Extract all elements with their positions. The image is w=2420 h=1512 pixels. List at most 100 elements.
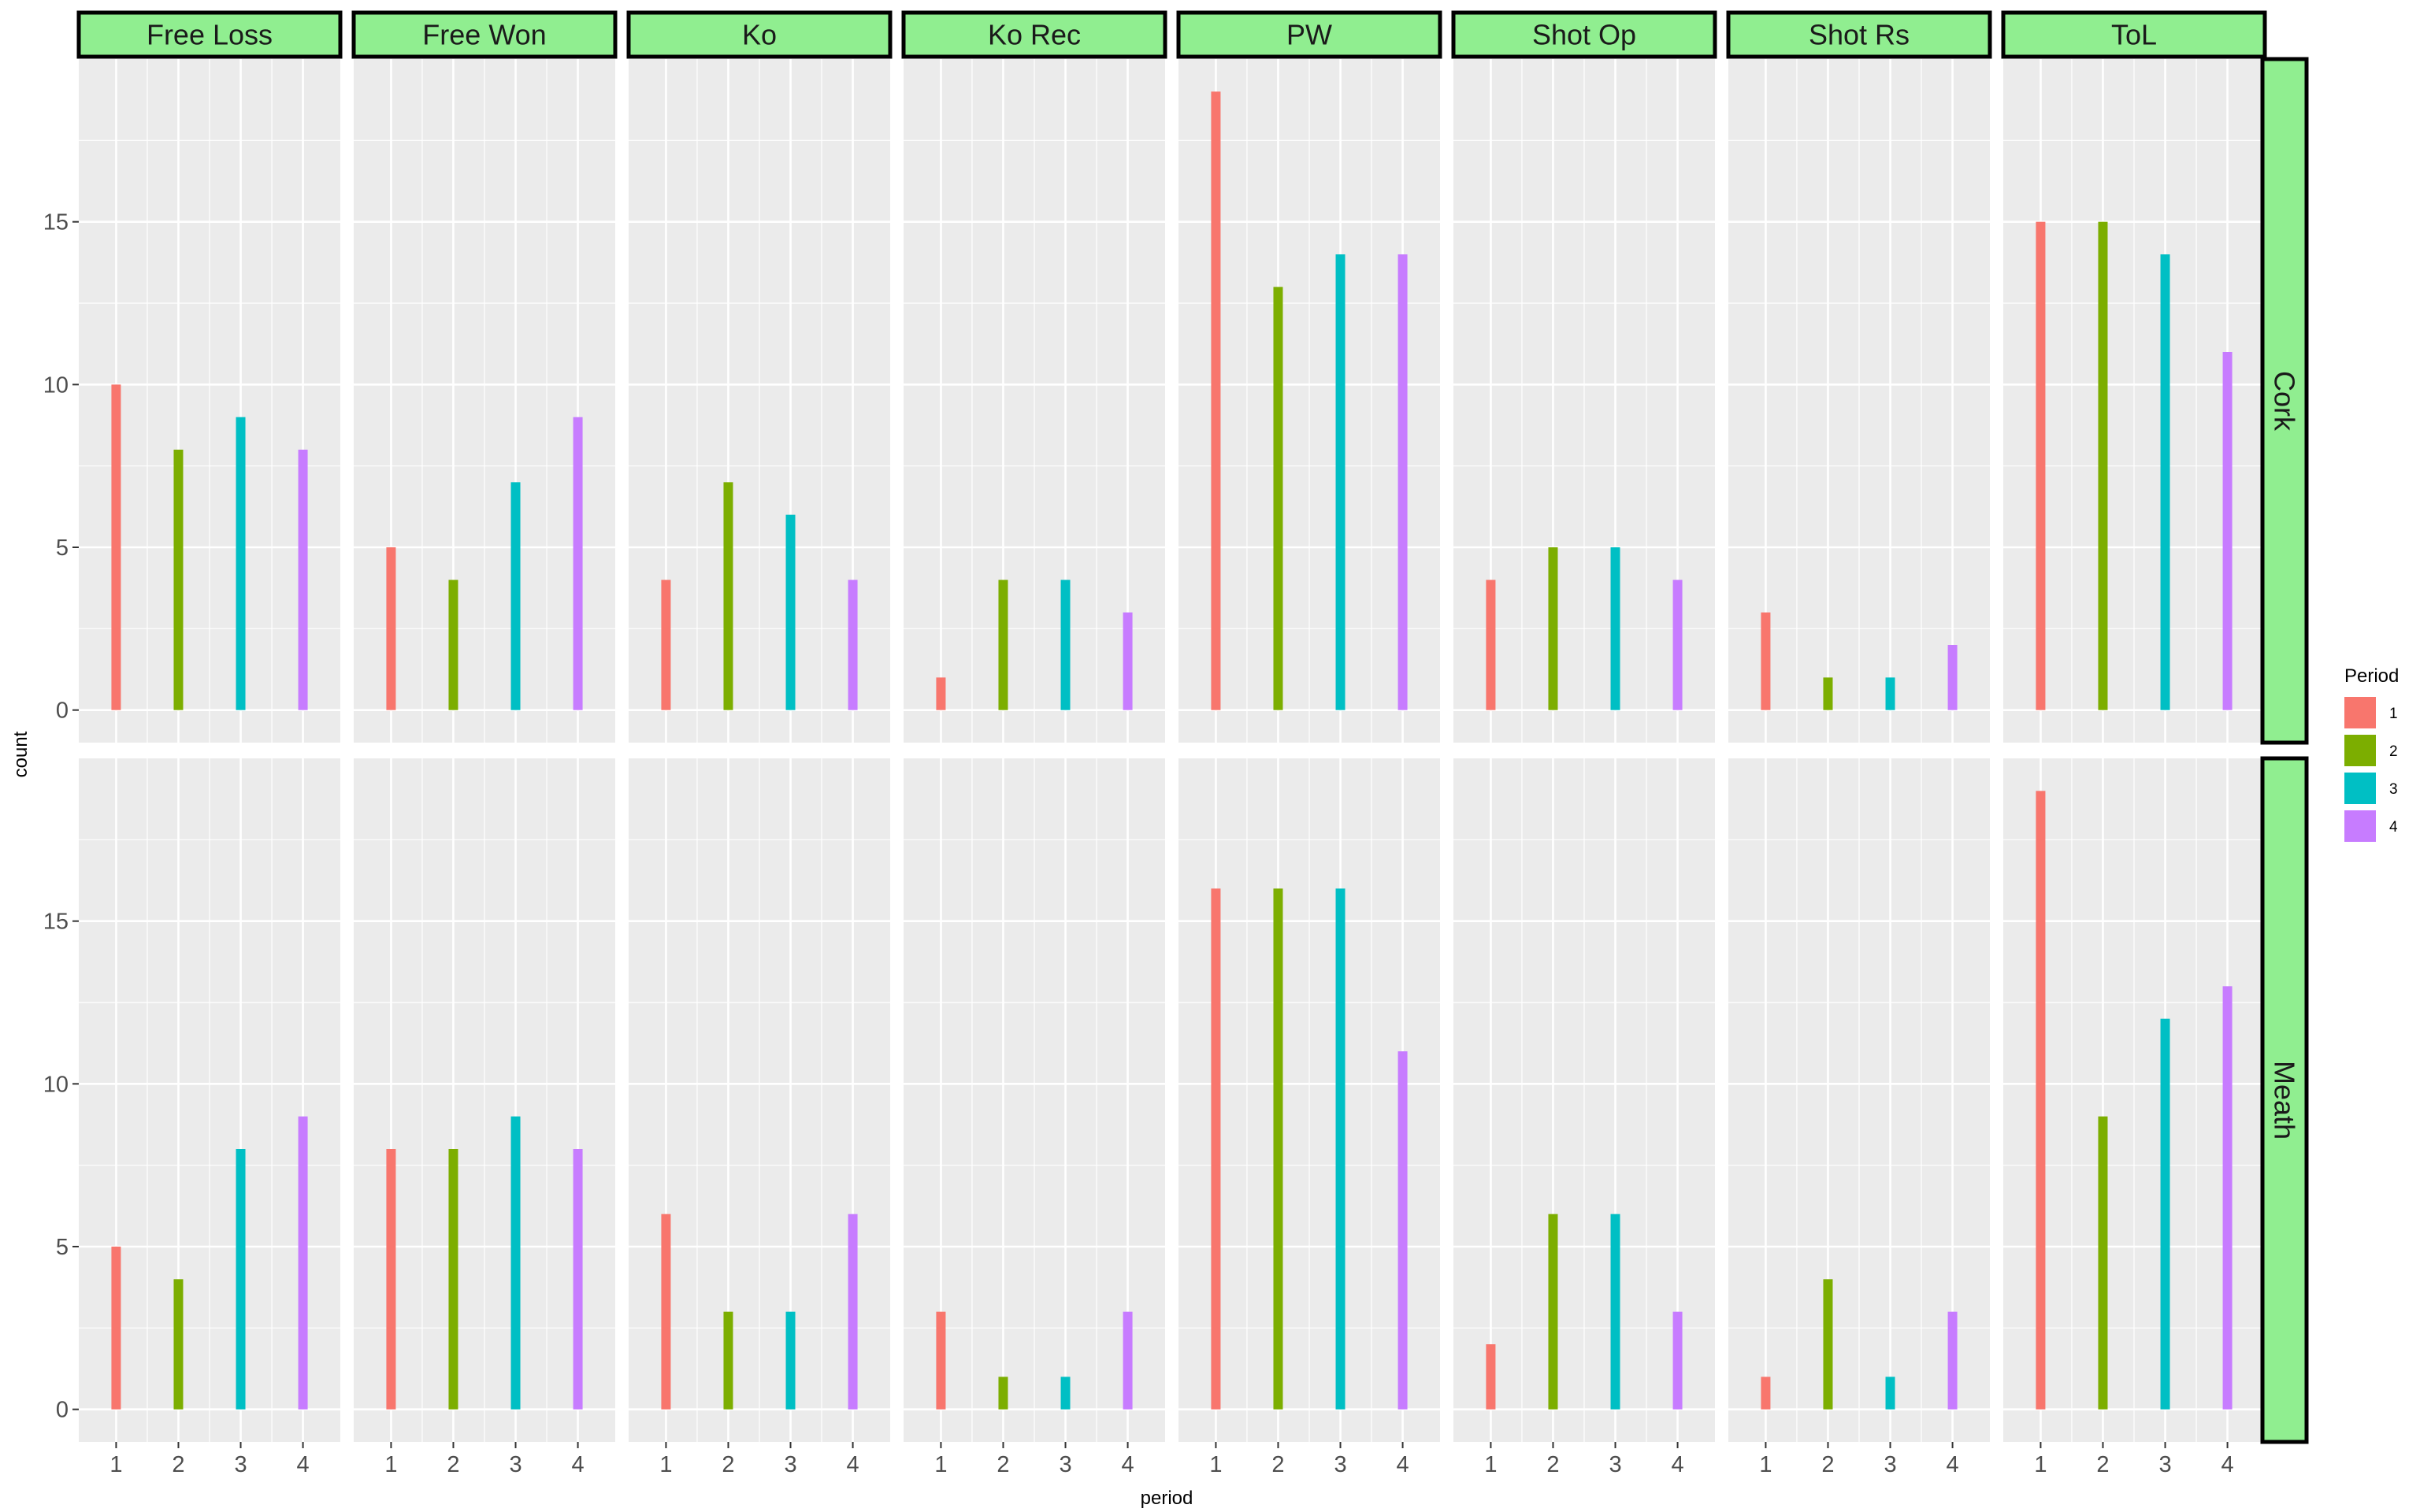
legend-item-2: 2 [2344, 735, 2398, 766]
bar-cork-tol-period-4 [2222, 352, 2233, 710]
bar-cork-ko-period-3 [785, 514, 796, 710]
legend-key [2344, 810, 2376, 842]
panel-cork-shot-rs [1728, 59, 1990, 743]
y-tick-label: 15 [43, 910, 69, 935]
bar-cork-ko-period-1 [661, 580, 671, 710]
column-strip-shot-op: Shot Op [1451, 10, 1717, 59]
bar-cork-tol-period-3 [2160, 254, 2170, 710]
bar-meath-free-won-period-3 [510, 1116, 521, 1410]
facet-panels [79, 59, 2265, 1442]
column-strip-background [626, 10, 893, 59]
legend-key [2344, 773, 2376, 804]
panel-cork-free-won [354, 59, 615, 743]
bar-cork-free-won-period-4 [573, 417, 583, 710]
column-strip-background [1726, 10, 1992, 59]
column-strip-label: Shot Rs [1809, 19, 1910, 51]
bar-meath-shot-op-period-2 [1548, 1214, 1558, 1410]
panel-meath-ko-rec [904, 758, 1165, 1442]
panel-meath-free-won [354, 758, 615, 1442]
x-tick-label: 2 [997, 1452, 1009, 1477]
bar-cork-free-loss-period-1 [111, 384, 121, 710]
bar-cork-shot-op-period-2 [1548, 547, 1558, 710]
bar-meath-ko-period-3 [785, 1311, 796, 1410]
x-tick-label: 2 [1271, 1452, 1284, 1477]
y-tick-label: 5 [56, 1235, 69, 1260]
facet-strips: Cork Meath Free Loss Free Won Ko Ko Rec PW Shot… [76, 10, 2309, 1444]
bar-meath-free-won-period-2 [448, 1149, 458, 1410]
panel-meath-shot-rs [1728, 758, 1990, 1442]
bar-meath-ko-rec-period-4 [1123, 1311, 1133, 1410]
column-strip-background [1451, 10, 1717, 59]
bar-meath-tol-period-1 [2036, 791, 2046, 1410]
panel-cork-shot-op [1453, 59, 1715, 743]
column-strip-label: PW [1286, 19, 1332, 51]
x-axis-title: period [1141, 1488, 1193, 1509]
x-tick-label: 1 [109, 1452, 122, 1477]
x-tick-label: 4 [1397, 1452, 1409, 1477]
bar-cork-free-loss-period-2 [173, 450, 184, 710]
bar-meath-pw-period-2 [1273, 888, 1283, 1410]
column-strip-label: Ko Rec [988, 19, 1081, 51]
x-tick-label: 2 [1546, 1452, 1559, 1477]
bar-meath-free-loss-period-2 [173, 1279, 184, 1410]
bar-cork-ko-period-4 [848, 580, 858, 710]
column-strip-shot-rs: Shot Rs [1726, 10, 1992, 59]
x-tick-label: 1 [659, 1452, 672, 1477]
x-tick-label: 3 [1609, 1452, 1621, 1477]
bar-cork-free-loss-period-3 [236, 417, 246, 710]
panel-meath-free-loss [79, 758, 340, 1442]
bar-meath-free-won-period-4 [573, 1149, 583, 1410]
legend-key [2344, 735, 2376, 766]
bar-meath-free-loss-period-3 [236, 1149, 246, 1410]
column-strip-background [351, 10, 618, 59]
x-tick-label: 4 [1122, 1452, 1134, 1477]
x-tick-label: 2 [172, 1452, 184, 1477]
column-strip-background [1176, 10, 1442, 59]
bar-meath-free-loss-period-4 [298, 1116, 308, 1410]
bar-cork-pw-period-1 [1211, 91, 1221, 710]
bar-cork-shot-rs-period-4 [1947, 645, 1958, 710]
column-strip-label: Ko [742, 19, 777, 51]
bar-meath-shot-op-period-4 [1672, 1311, 1683, 1410]
bar-cork-shot-op-period-4 [1672, 580, 1683, 710]
legend: Period 1 2 3 4 [2344, 665, 2399, 842]
bar-cork-pw-period-2 [1273, 287, 1283, 710]
bar-cork-shot-op-period-1 [1486, 580, 1496, 710]
x-tick-label: 3 [1334, 1452, 1346, 1477]
bar-meath-shot-op-period-1 [1486, 1344, 1496, 1410]
legend-label: 1 [2389, 706, 2398, 722]
y-tick-label: 15 [43, 210, 69, 235]
column-strip-ko-rec: Ko Rec [901, 10, 1167, 59]
bar-meath-shot-op-period-3 [1610, 1214, 1620, 1410]
column-strip-ko: Ko [626, 10, 893, 59]
bar-meath-pw-period-4 [1397, 1051, 1408, 1410]
x-tick-label: 3 [784, 1452, 796, 1477]
bar-cork-tol-period-2 [2098, 221, 2108, 710]
row-strip-background [2260, 756, 2309, 1444]
x-tick-label: 3 [234, 1452, 247, 1477]
panel-meath-tol [2003, 758, 2265, 1442]
bar-meath-free-loss-period-1 [111, 1247, 121, 1410]
legend-items: 1 2 3 4 [2344, 697, 2398, 842]
bar-meath-ko-period-1 [661, 1214, 671, 1410]
bar-cork-free-won-period-3 [510, 482, 521, 710]
legend-title: Period [2344, 665, 2399, 687]
axes: 0 5 10 15 0 5 10 15 1 2 3 4 1 2 3 4 1 2 3 4 1 2 3 4 1 2 3 4 1 2 3 4 1 2 3 4… [43, 210, 2234, 1477]
row-strip-cork: Cork [2260, 57, 2309, 745]
column-strip-background [2001, 10, 2267, 59]
column-strip-pw: PW [1176, 10, 1442, 59]
bar-meath-tol-period-3 [2160, 1018, 2170, 1410]
bar-cork-shot-rs-period-3 [1885, 677, 1895, 710]
bar-cork-tol-period-1 [2036, 221, 2046, 710]
bar-cork-free-loss-period-4 [298, 450, 308, 710]
legend-label: 4 [2389, 819, 2398, 836]
x-tick-label: 4 [297, 1452, 310, 1477]
bar-meath-shot-rs-period-3 [1885, 1377, 1895, 1410]
bar-cork-shot-rs-period-2 [1823, 677, 1833, 710]
x-tick-label: 4 [572, 1452, 585, 1477]
x-tick-label: 2 [2096, 1452, 2109, 1477]
x-tick-label: 4 [1672, 1452, 1684, 1477]
bar-meath-shot-rs-period-4 [1947, 1311, 1958, 1410]
y-axis-title: count [10, 731, 32, 777]
